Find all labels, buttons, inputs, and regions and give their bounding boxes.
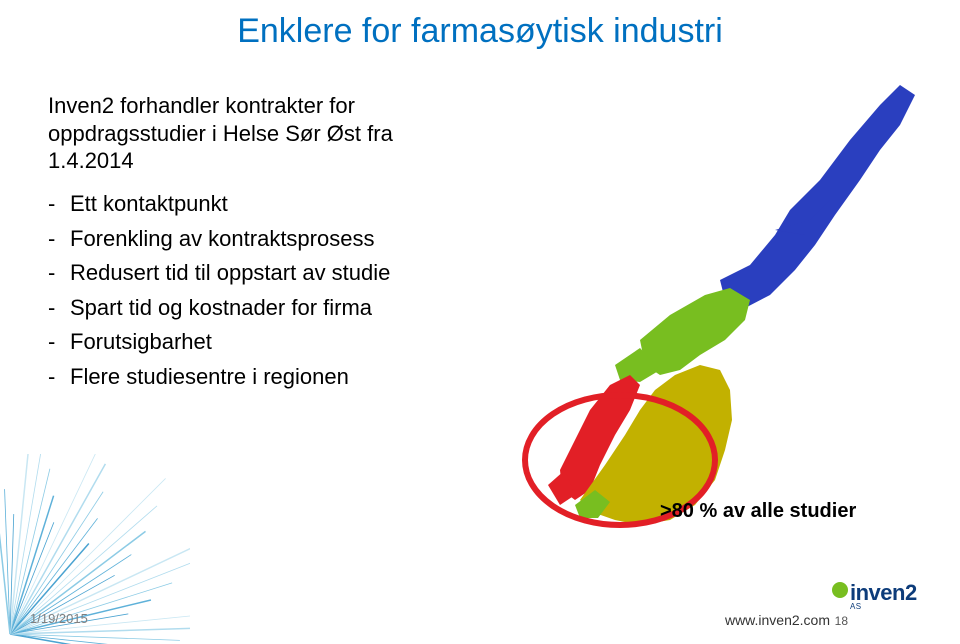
bullet-item: -Spart tid og kostnader for firma (48, 294, 468, 323)
bullet-dash: - (48, 225, 70, 254)
bullet-dash: - (48, 190, 70, 219)
norway-map (520, 70, 920, 540)
footer-url: www.inven2.com (725, 612, 830, 628)
bullet-text: Flere studiesentre i regionen (70, 363, 468, 392)
bullet-text: Ett kontaktpunkt (70, 190, 468, 219)
footer-page: 18 (835, 614, 848, 628)
bullet-text: Redusert tid til oppstart av studie (70, 259, 468, 288)
bullet-item: -Ett kontaktpunkt (48, 190, 468, 219)
bullet-item: -Forutsigbarhet (48, 328, 468, 357)
bullet-text: Forutsigbarhet (70, 328, 468, 357)
intro-paragraph: Inven2 forhandler kontrakter for oppdrag… (48, 92, 468, 175)
logo-sub: AS (850, 602, 861, 611)
bullet-text: Forenkling av kontraktsprosess (70, 225, 468, 254)
logo-dot-icon (832, 582, 848, 598)
bullet-dash: - (48, 363, 70, 392)
logo-inven2: inven2 AS (830, 580, 930, 608)
map-region-midt (640, 288, 750, 375)
bullet-text: Spart tid og kostnader for firma (70, 294, 468, 323)
bullet-dash: - (48, 294, 70, 323)
starburst-decoration (0, 454, 190, 644)
bullet-dash: - (48, 328, 70, 357)
footer-date: 1/19/2015 (30, 611, 88, 626)
map-annotation: >80 % av alle studier (660, 500, 856, 523)
map-region-nord (720, 85, 915, 308)
bullet-item: -Flere studiesentre i regionen (48, 363, 468, 392)
bullet-list: -Ett kontaktpunkt-Forenkling av kontrakt… (48, 190, 468, 398)
bullet-dash: - (48, 259, 70, 288)
slide-title: Enklere for farmasøytisk industri (0, 12, 960, 51)
bullet-item: -Redusert tid til oppstart av studie (48, 259, 468, 288)
bullet-item: -Forenkling av kontraktsprosess (48, 225, 468, 254)
